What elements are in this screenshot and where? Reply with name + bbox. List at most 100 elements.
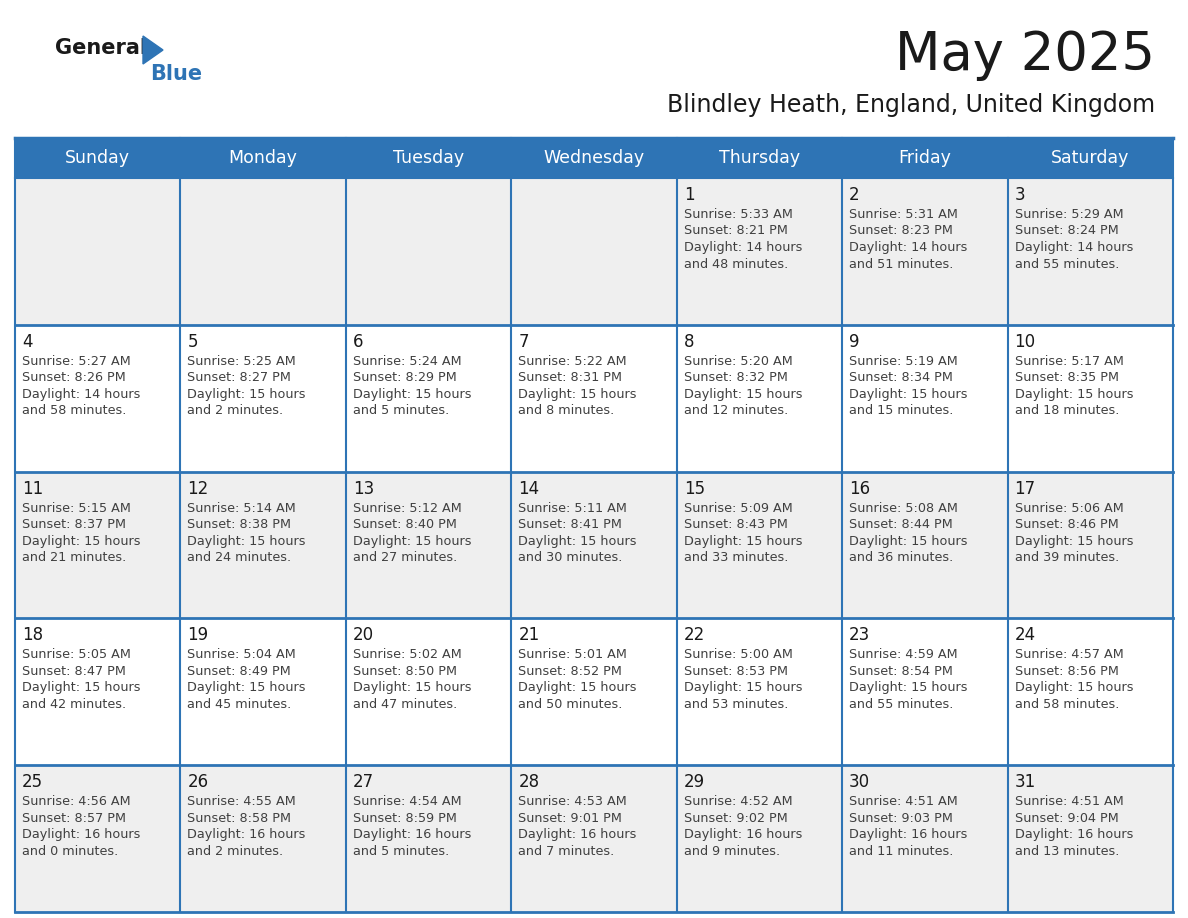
Text: and 13 minutes.: and 13 minutes. [1015,845,1119,857]
Text: 28: 28 [518,773,539,791]
Text: Daylight: 14 hours: Daylight: 14 hours [684,241,802,254]
Text: 16: 16 [849,479,871,498]
Text: and 2 minutes.: and 2 minutes. [188,845,284,857]
Text: Sunset: 8:47 PM: Sunset: 8:47 PM [23,665,126,677]
Text: 14: 14 [518,479,539,498]
Text: Sunset: 8:23 PM: Sunset: 8:23 PM [849,225,953,238]
Text: Saturday: Saturday [1051,149,1130,167]
Text: and 12 minutes.: and 12 minutes. [684,404,788,418]
Text: Daylight: 15 hours: Daylight: 15 hours [353,681,472,694]
Text: Sunrise: 4:51 AM: Sunrise: 4:51 AM [849,795,958,808]
Text: Daylight: 16 hours: Daylight: 16 hours [188,828,305,841]
Text: Sunrise: 4:54 AM: Sunrise: 4:54 AM [353,795,461,808]
Text: Sunset: 8:34 PM: Sunset: 8:34 PM [849,371,953,385]
Text: Daylight: 15 hours: Daylight: 15 hours [518,534,637,548]
Text: 12: 12 [188,479,209,498]
Text: and 48 minutes.: and 48 minutes. [684,258,788,271]
Text: Sunset: 8:43 PM: Sunset: 8:43 PM [684,518,788,532]
Text: Blindley Heath, England, United Kingdom: Blindley Heath, England, United Kingdom [666,93,1155,117]
Text: Daylight: 15 hours: Daylight: 15 hours [353,387,472,401]
Text: Sunrise: 5:31 AM: Sunrise: 5:31 AM [849,208,958,221]
Text: Daylight: 15 hours: Daylight: 15 hours [849,681,968,694]
Text: 30: 30 [849,773,871,791]
Bar [15,766,1173,912]
Text: Daylight: 16 hours: Daylight: 16 hours [518,828,637,841]
Text: Sunset: 8:57 PM: Sunset: 8:57 PM [23,812,126,824]
Text: Daylight: 15 hours: Daylight: 15 hours [23,681,140,694]
Text: and 51 minutes.: and 51 minutes. [849,258,954,271]
Text: 2: 2 [849,186,860,204]
Text: General: General [55,38,147,58]
Bar [15,472,1173,619]
Bar [15,178,1173,325]
Text: Sunset: 8:38 PM: Sunset: 8:38 PM [188,518,291,532]
Text: Sunset: 9:03 PM: Sunset: 9:03 PM [849,812,953,824]
Text: and 5 minutes.: and 5 minutes. [353,845,449,857]
Text: Daylight: 15 hours: Daylight: 15 hours [1015,534,1133,548]
Text: Sunday: Sunday [65,149,131,167]
Text: and 33 minutes.: and 33 minutes. [684,551,788,564]
Text: Sunset: 8:31 PM: Sunset: 8:31 PM [518,371,623,385]
Text: 8: 8 [684,333,694,351]
Text: Sunset: 8:41 PM: Sunset: 8:41 PM [518,518,623,532]
Text: Sunset: 9:01 PM: Sunset: 9:01 PM [518,812,623,824]
Text: 20: 20 [353,626,374,644]
Text: Daylight: 16 hours: Daylight: 16 hours [1015,828,1133,841]
Text: Sunrise: 5:05 AM: Sunrise: 5:05 AM [23,648,131,661]
Text: Sunset: 8:24 PM: Sunset: 8:24 PM [1015,225,1118,238]
Text: Daylight: 16 hours: Daylight: 16 hours [684,828,802,841]
Text: and 53 minutes.: and 53 minutes. [684,698,788,711]
Text: 23: 23 [849,626,871,644]
Text: Daylight: 16 hours: Daylight: 16 hours [849,828,967,841]
Text: Sunset: 8:59 PM: Sunset: 8:59 PM [353,812,456,824]
Text: Sunset: 8:58 PM: Sunset: 8:58 PM [188,812,291,824]
Text: Daylight: 15 hours: Daylight: 15 hours [849,387,968,401]
Text: Sunset: 8:54 PM: Sunset: 8:54 PM [849,665,953,677]
Text: and 5 minutes.: and 5 minutes. [353,404,449,418]
Text: Monday: Monday [229,149,297,167]
Text: and 47 minutes.: and 47 minutes. [353,698,457,711]
Text: Sunrise: 4:59 AM: Sunrise: 4:59 AM [849,648,958,661]
Text: 26: 26 [188,773,209,791]
Text: 27: 27 [353,773,374,791]
Text: Sunrise: 4:53 AM: Sunrise: 4:53 AM [518,795,627,808]
Text: Sunset: 8:40 PM: Sunset: 8:40 PM [353,518,456,532]
Text: Daylight: 16 hours: Daylight: 16 hours [353,828,472,841]
Text: and 30 minutes.: and 30 minutes. [518,551,623,564]
Text: Daylight: 15 hours: Daylight: 15 hours [23,534,140,548]
Text: 7: 7 [518,333,529,351]
Text: Sunset: 8:52 PM: Sunset: 8:52 PM [518,665,623,677]
Text: 4: 4 [23,333,32,351]
Text: Sunset: 8:37 PM: Sunset: 8:37 PM [23,518,126,532]
Text: and 24 minutes.: and 24 minutes. [188,551,291,564]
Text: and 27 minutes.: and 27 minutes. [353,551,457,564]
Text: Sunrise: 5:33 AM: Sunrise: 5:33 AM [684,208,792,221]
Text: and 2 minutes.: and 2 minutes. [188,404,284,418]
Text: 5: 5 [188,333,198,351]
Text: Sunset: 9:04 PM: Sunset: 9:04 PM [1015,812,1118,824]
Text: Daylight: 15 hours: Daylight: 15 hours [1015,387,1133,401]
Text: Sunrise: 5:09 AM: Sunrise: 5:09 AM [684,501,792,515]
Text: Sunrise: 4:57 AM: Sunrise: 4:57 AM [1015,648,1124,661]
Text: Daylight: 15 hours: Daylight: 15 hours [684,681,802,694]
Text: Thursday: Thursday [719,149,800,167]
Text: Sunset: 8:32 PM: Sunset: 8:32 PM [684,371,788,385]
Text: Daylight: 15 hours: Daylight: 15 hours [188,387,307,401]
Text: Sunrise: 5:19 AM: Sunrise: 5:19 AM [849,354,958,368]
Text: and 18 minutes.: and 18 minutes. [1015,404,1119,418]
Text: Daylight: 15 hours: Daylight: 15 hours [684,387,802,401]
Text: Sunrise: 4:55 AM: Sunrise: 4:55 AM [188,795,296,808]
Text: Sunset: 8:50 PM: Sunset: 8:50 PM [353,665,457,677]
Bar [15,138,1173,178]
Bar [15,325,1173,472]
Text: 11: 11 [23,479,43,498]
Text: Daylight: 15 hours: Daylight: 15 hours [1015,681,1133,694]
Text: Sunrise: 5:00 AM: Sunrise: 5:00 AM [684,648,792,661]
Text: and 9 minutes.: and 9 minutes. [684,845,779,857]
Text: and 7 minutes.: and 7 minutes. [518,845,614,857]
Text: 15: 15 [684,479,704,498]
Text: May 2025: May 2025 [895,29,1155,81]
Text: Sunset: 8:56 PM: Sunset: 8:56 PM [1015,665,1118,677]
Text: 25: 25 [23,773,43,791]
Text: Sunrise: 5:20 AM: Sunrise: 5:20 AM [684,354,792,368]
